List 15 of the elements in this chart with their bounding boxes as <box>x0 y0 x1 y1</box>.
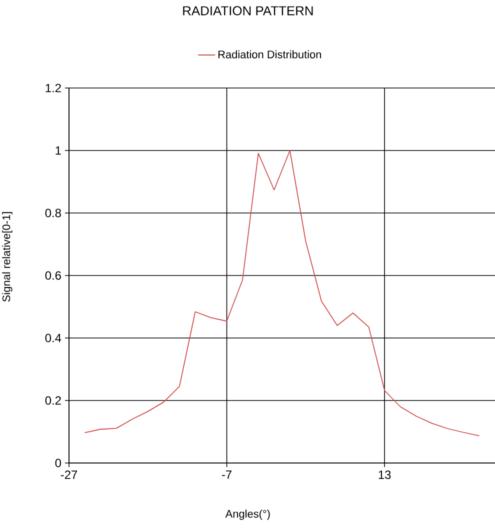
x-tick-label: -7 <box>222 470 232 479</box>
y-tick-label: 1.2 <box>46 84 61 92</box>
x-tick-label: -27 <box>60 470 78 479</box>
x-axis-title: Angles(°) <box>225 510 270 520</box>
y-tick-label: 0 <box>55 458 62 468</box>
line-series <box>84 150 480 436</box>
y-tick-label: 0.2 <box>45 396 61 405</box>
legend-label: Radiation Distribution <box>218 50 321 58</box>
x-tick-label: 13 <box>378 470 391 479</box>
chart-title: RADIATION PATTERN <box>183 6 313 16</box>
y-axis-title: Signal relative[0-1] <box>2 212 12 302</box>
y-tick-label: 0.8 <box>45 208 61 218</box>
y-tick-label: 0.6 <box>45 271 61 280</box>
y-tick-label: 1 <box>56 146 61 155</box>
y-tick-label: 0.4 <box>45 334 62 342</box>
